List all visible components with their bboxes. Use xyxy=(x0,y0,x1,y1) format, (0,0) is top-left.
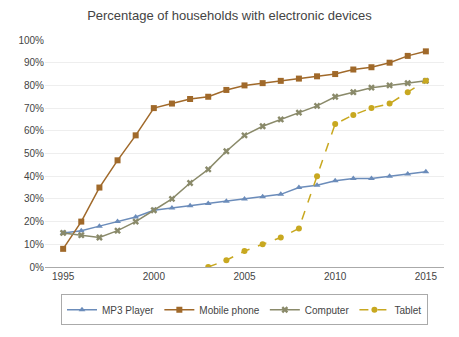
svg-text:90%: 90% xyxy=(24,57,44,68)
svg-text:80%: 80% xyxy=(24,80,44,91)
svg-text:Mobile phone: Mobile phone xyxy=(199,305,259,316)
svg-text:0%: 0% xyxy=(30,262,45,273)
svg-text:2005: 2005 xyxy=(233,271,256,282)
svg-text:10%: 10% xyxy=(24,239,44,250)
svg-text:60%: 60% xyxy=(24,125,44,136)
svg-text:40%: 40% xyxy=(24,171,44,182)
svg-text:100%: 100% xyxy=(18,35,44,46)
svg-text:1995: 1995 xyxy=(52,271,75,282)
svg-text:2015: 2015 xyxy=(415,271,438,282)
svg-text:Computer: Computer xyxy=(305,305,350,316)
svg-text:20%: 20% xyxy=(24,216,44,227)
svg-text:2000: 2000 xyxy=(143,271,166,282)
svg-text:30%: 30% xyxy=(24,193,44,204)
svg-text:Tablet: Tablet xyxy=(394,305,421,316)
svg-text:70%: 70% xyxy=(24,103,44,114)
svg-text:50%: 50% xyxy=(24,148,44,159)
svg-text:Percentage of households with: Percentage of households with electronic… xyxy=(87,8,372,23)
svg-text:MP3 Player: MP3 Player xyxy=(102,305,154,316)
svg-text:2010: 2010 xyxy=(324,271,347,282)
